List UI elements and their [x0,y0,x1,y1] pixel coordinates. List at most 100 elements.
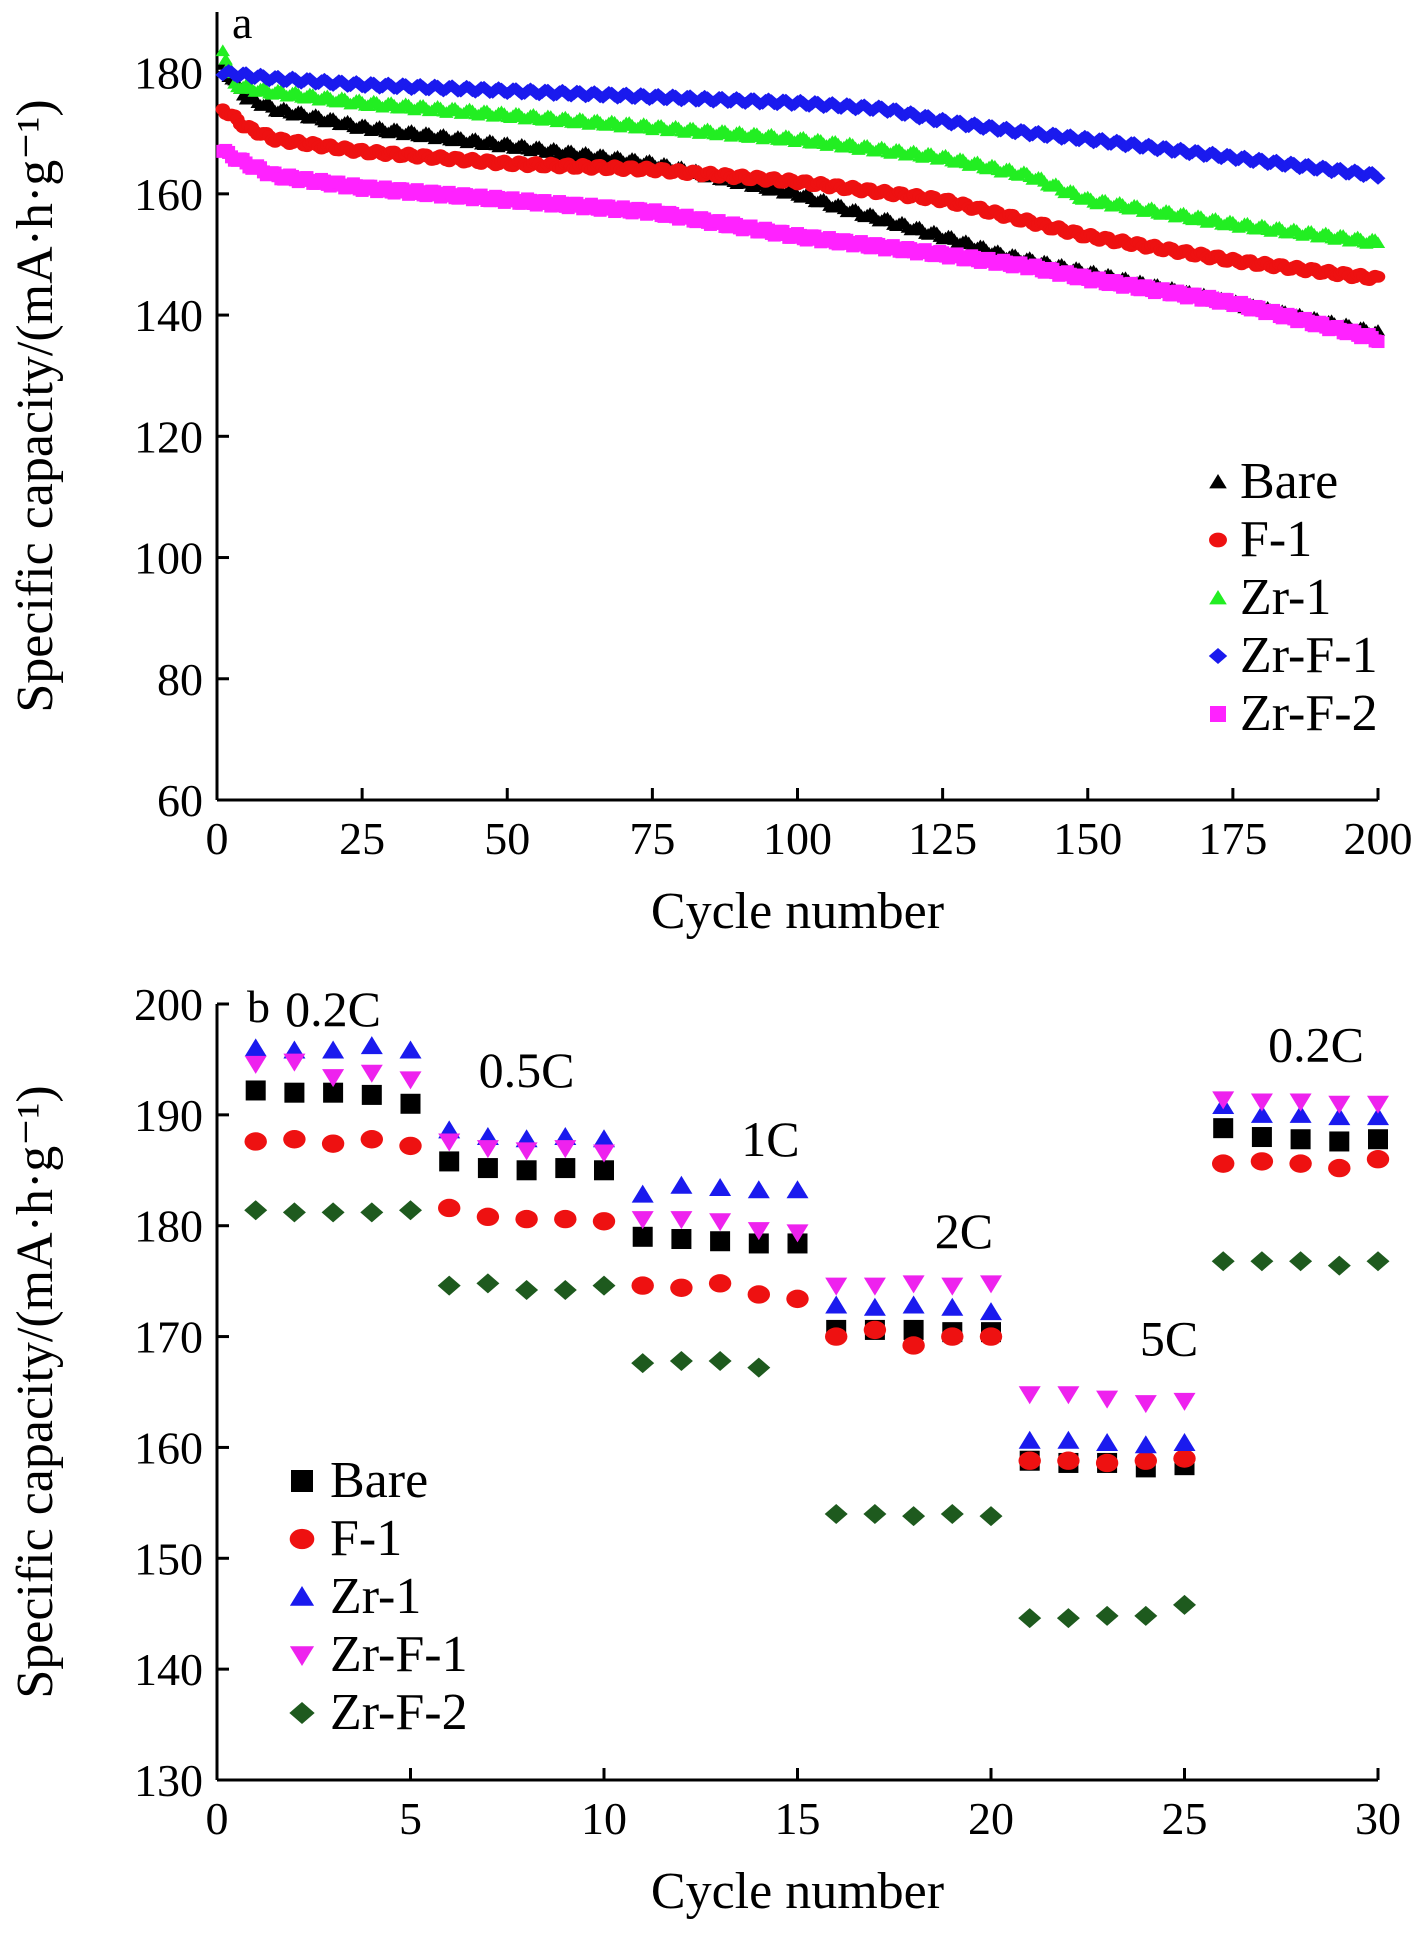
legend-marker [1209,532,1227,548]
data-point [902,1295,925,1314]
y-tick-label: 200 [134,979,203,1030]
data-point [979,1327,1003,1346]
rate-annotation: 0.5C [479,1042,575,1098]
legend-marker [289,1528,315,1550]
data-point [438,1198,461,1218]
series-f-1 [244,1130,1390,1473]
data-point [669,1350,693,1371]
data-point [632,1226,653,1247]
data-point [902,1336,925,1355]
rate-annotation: 1C [741,1111,799,1167]
x-tick-label: 25 [1162,1793,1208,1844]
data-point [941,1277,964,1296]
data-point [1250,1104,1273,1123]
data-point [786,1180,809,1199]
data-point [360,1036,383,1055]
x-tick-label: 0 [206,1793,229,1844]
legend-marker [1209,474,1227,489]
data-point [1212,1091,1235,1110]
data-point [631,1353,655,1374]
x-tick-label: 125 [908,813,977,864]
x-tick-label: 0 [206,813,229,864]
data-point [709,1178,732,1197]
legend-marker [289,1586,315,1606]
data-point [399,1071,422,1090]
x-tick-label: 15 [775,1793,821,1844]
data-point [360,1202,384,1223]
data-point [321,1202,345,1223]
data-point [1328,1158,1351,1178]
data-point [1328,1095,1351,1114]
series-zr-f-1 [215,64,1386,185]
data-point [360,1130,383,1149]
data-point [1368,1129,1388,1150]
x-tick-label: 25 [339,813,385,864]
data-point [708,1274,732,1293]
y-tick-label: 160 [134,169,203,220]
data-point [1367,1095,1389,1114]
data-point [1250,1093,1273,1112]
data-point [1366,1251,1390,1272]
data-point [361,1084,382,1105]
data-point [941,1297,964,1316]
x-tick-label: 5 [399,1793,422,1844]
data-point [863,1297,886,1316]
data-point [670,1175,693,1194]
data-point [1134,1605,1158,1626]
data-point [1289,1093,1312,1112]
data-point [360,1064,383,1083]
rate-annotation: 0.2C [1268,1017,1364,1073]
data-point [476,1207,500,1227]
data-point [592,1275,616,1296]
y-tick-label: 80 [157,654,203,705]
data-point [1018,1451,1041,1470]
rate-annotation: 2C [935,1203,993,1259]
data-point [244,1055,267,1074]
data-point [1289,1251,1313,1272]
data-point [554,1209,577,1229]
y-tick-label: 180 [134,1201,203,1252]
rate-annotation: 5C [1140,1310,1198,1366]
panel-label: a [232,0,252,48]
data-point [902,1506,926,1527]
legend-entry: Zr-F-1 [330,1626,468,1683]
data-point [1095,1605,1119,1626]
data-point [1366,1150,1390,1169]
series-zr-f-2 [244,1200,1390,1629]
data-point [1134,1395,1157,1414]
data-point [671,1229,692,1250]
data-point [1370,236,1386,249]
data-point [670,1211,693,1230]
data-point [1289,1154,1312,1173]
legend-entry: F-1 [330,1510,402,1567]
y-tick-label: 160 [134,1422,203,1473]
data-point [824,1503,848,1524]
legend-marker [289,1702,315,1724]
data-point [787,1233,808,1254]
data-point [748,1233,769,1254]
data-point [555,1158,576,1179]
legend-entry: Zr-1 [1240,569,1331,626]
data-point [322,1069,345,1088]
data-point [747,1285,770,1304]
chart-panel-a: 0 25 50 75 100 125 150 175 200 60 80 100 120 140 160 18… [7,0,1413,940]
data-point [1018,1608,1042,1629]
legend-marker [1210,706,1226,722]
data-point [1250,1251,1274,1272]
data-point [863,1277,886,1296]
data-point [1367,1107,1389,1126]
data-point [399,1040,422,1059]
data-point [1212,1154,1235,1173]
data-point [515,1142,538,1161]
data-point [400,1093,421,1114]
data-point [1251,1127,1272,1148]
y-tick-label: 190 [134,1090,203,1141]
data-point [670,1278,693,1297]
data-point [1134,1451,1158,1470]
data-point [593,1144,615,1163]
data-point [903,1319,924,1340]
data-point [476,1273,500,1294]
data-point [283,1130,306,1149]
data-point [323,1082,344,1103]
